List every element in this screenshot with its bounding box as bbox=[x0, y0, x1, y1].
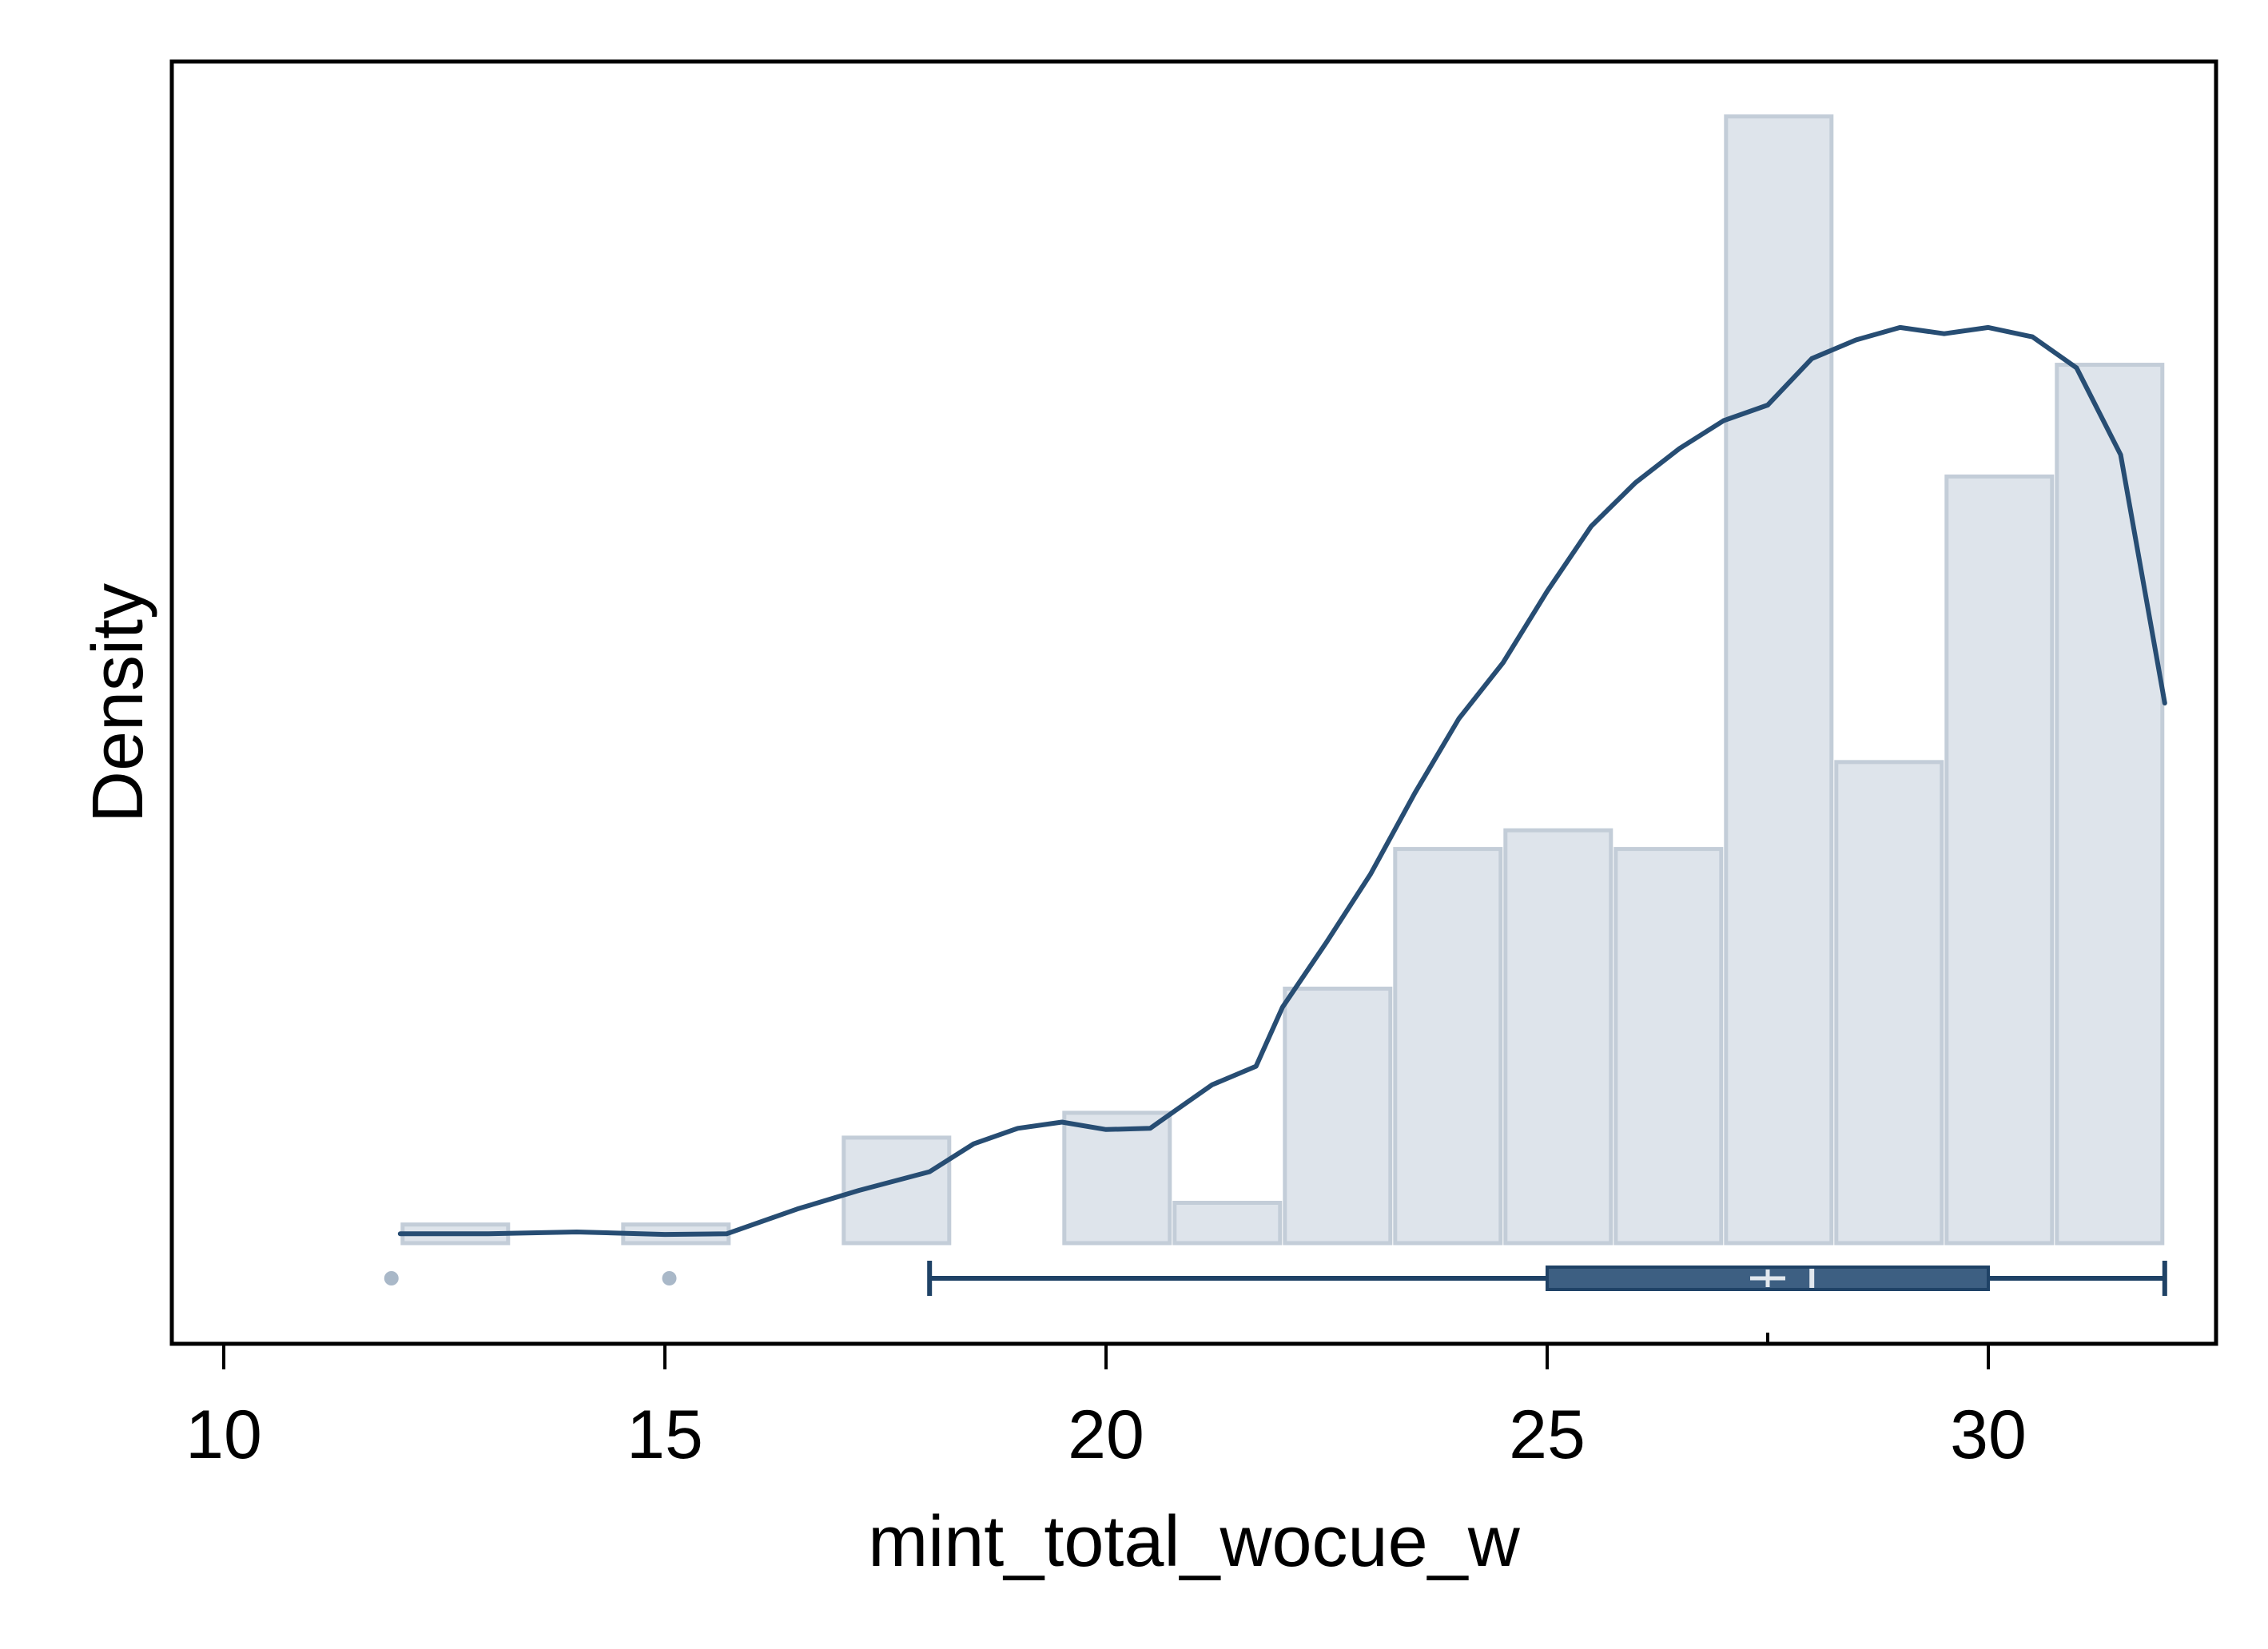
histogram-bar bbox=[1283, 986, 1393, 1246]
x-tick-label: 20 bbox=[1068, 1397, 1144, 1473]
plot-frame bbox=[169, 59, 2218, 1346]
histogram-bar bbox=[1834, 760, 1944, 1246]
histogram-bar bbox=[1944, 474, 2055, 1246]
histogram-bar bbox=[1393, 847, 1503, 1246]
x-axis: 10 15 20 25 30 bbox=[185, 1344, 2027, 1473]
kde-curve bbox=[397, 324, 2167, 1238]
histogram-bars bbox=[400, 114, 2165, 1246]
x-axis-title: mint_total_wocue_w bbox=[868, 1502, 1520, 1582]
histogram-bar bbox=[1062, 1111, 1172, 1246]
x-tick-label: 15 bbox=[627, 1397, 703, 1473]
histogram-bar bbox=[1503, 828, 1613, 1246]
histogram-bar bbox=[1172, 1200, 1283, 1246]
box-outlier-point bbox=[662, 1271, 677, 1285]
y-axis-title: Density bbox=[78, 583, 158, 823]
x-tick-label: 10 bbox=[185, 1397, 262, 1473]
histogram-bar bbox=[1724, 114, 1834, 1246]
kde-curve-layer bbox=[397, 324, 2167, 1238]
box-outlier-point bbox=[384, 1271, 399, 1285]
x-tick-label: 30 bbox=[1950, 1397, 2027, 1473]
histogram-bar bbox=[2055, 363, 2165, 1246]
boxplot-layer bbox=[384, 1261, 2167, 1344]
x-tick-label: 25 bbox=[1509, 1397, 1586, 1473]
histogram-bar bbox=[1613, 847, 1724, 1246]
